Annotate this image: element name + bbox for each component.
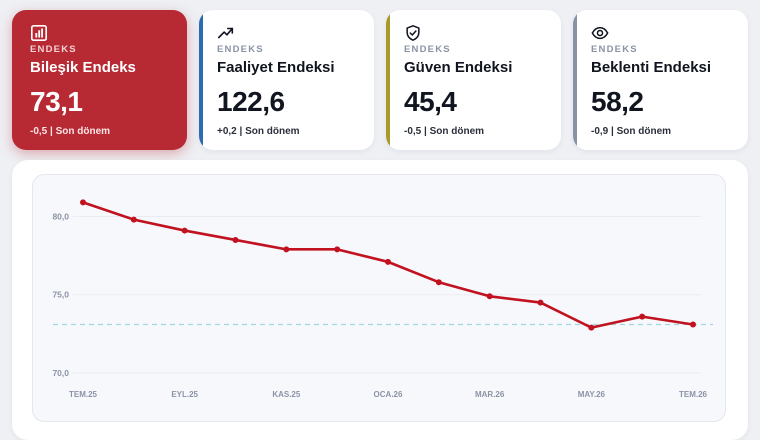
chart-panel: 80,0 75,0 70,0 TEM.25 EYL.25 KAS.25 OCA.26 MAR… bbox=[12, 160, 748, 440]
card-title: Bileşik Endeks bbox=[30, 59, 136, 76]
card-activity-index[interactable]: ENDEKS Faaliyet Endeksi 122,6 +0,2 | Son… bbox=[199, 10, 374, 150]
card-change: -0,5 | Son dönem bbox=[404, 126, 485, 137]
card-value: 73,1 bbox=[30, 86, 83, 117]
card-confidence-index[interactable]: ENDEKS Güven Endeksi 45,4 -0,5 | Son dön… bbox=[386, 10, 561, 150]
data-point bbox=[588, 324, 595, 331]
series-line bbox=[81, 201, 695, 329]
eye-icon bbox=[591, 26, 609, 40]
x-tick-label: KAS.25 bbox=[272, 390, 301, 399]
data-point bbox=[283, 246, 290, 253]
line-chart: 80,0 75,0 70,0 TEM.25 EYL.25 KAS.25 OCA.26 MAR… bbox=[52, 199, 713, 399]
card-label: ENDEKS bbox=[217, 44, 264, 55]
x-tick-label: OCA.26 bbox=[374, 390, 403, 399]
data-point bbox=[486, 293, 493, 300]
y-tick-label: 80,0 bbox=[52, 211, 69, 221]
x-tick-label: MAR.26 bbox=[475, 390, 505, 399]
x-tick-label: TEM.25 bbox=[69, 390, 98, 399]
x-tick-label: TEM.26 bbox=[679, 390, 708, 399]
card-label: ENDEKS bbox=[404, 44, 451, 55]
chart-frame: 80,0 75,0 70,0 TEM.25 EYL.25 KAS.25 OCA.26 MAR… bbox=[32, 174, 726, 422]
card-expectation-index[interactable]: ENDEKS Beklenti Endeksi 58,2 -0,9 | Son … bbox=[573, 10, 748, 150]
card-label: ENDEKS bbox=[591, 44, 638, 55]
card-value: 45,4 bbox=[404, 86, 457, 117]
card-value: 58,2 bbox=[591, 86, 644, 117]
shield-check-icon bbox=[406, 25, 420, 41]
card-change: +0,2 | Son dönem bbox=[217, 126, 300, 137]
data-point bbox=[639, 313, 646, 320]
card-title: Güven Endeksi bbox=[404, 59, 513, 76]
y-tick-label: 70,0 bbox=[52, 368, 69, 378]
y-axis-ticks: 80,0 75,0 70,0 bbox=[52, 211, 69, 378]
data-point bbox=[334, 246, 341, 253]
chart-series bbox=[80, 199, 696, 331]
card-label: ENDEKS bbox=[30, 44, 77, 55]
card-value: 122,6 bbox=[217, 86, 285, 117]
card-composite-index[interactable]: ENDEKS Bileşik Endeks 73,1 -0,5 | Son dö… bbox=[12, 10, 187, 150]
bar-chart-icon bbox=[30, 24, 48, 42]
x-tick-label: MAY.26 bbox=[578, 390, 606, 399]
data-point bbox=[385, 258, 391, 265]
data-point bbox=[232, 236, 239, 243]
chart-grid bbox=[73, 215, 701, 374]
data-point bbox=[690, 321, 696, 328]
card-title: Faaliyet Endeksi bbox=[217, 59, 335, 76]
card-title: Beklenti Endeksi bbox=[591, 59, 712, 76]
data-point bbox=[80, 199, 86, 206]
trend-up-icon bbox=[217, 27, 234, 39]
data-point bbox=[537, 299, 544, 306]
x-axis-ticks: TEM.25 EYL.25 KAS.25 OCA.26 MAR.26 MAY.26 TEM.… bbox=[69, 390, 708, 399]
card-change: -0,9 | Son dönem bbox=[591, 126, 672, 137]
y-tick-label: 75,0 bbox=[52, 290, 69, 300]
card-change: -0,5 | Son dönem bbox=[30, 126, 111, 137]
data-point bbox=[181, 227, 188, 234]
data-point bbox=[130, 216, 137, 223]
x-tick-label: EYL.25 bbox=[171, 390, 198, 399]
data-point bbox=[435, 279, 442, 286]
kpi-cards: ENDEKS Bileşik Endeks 73,1 -0,5 | Son dö… bbox=[12, 10, 748, 150]
